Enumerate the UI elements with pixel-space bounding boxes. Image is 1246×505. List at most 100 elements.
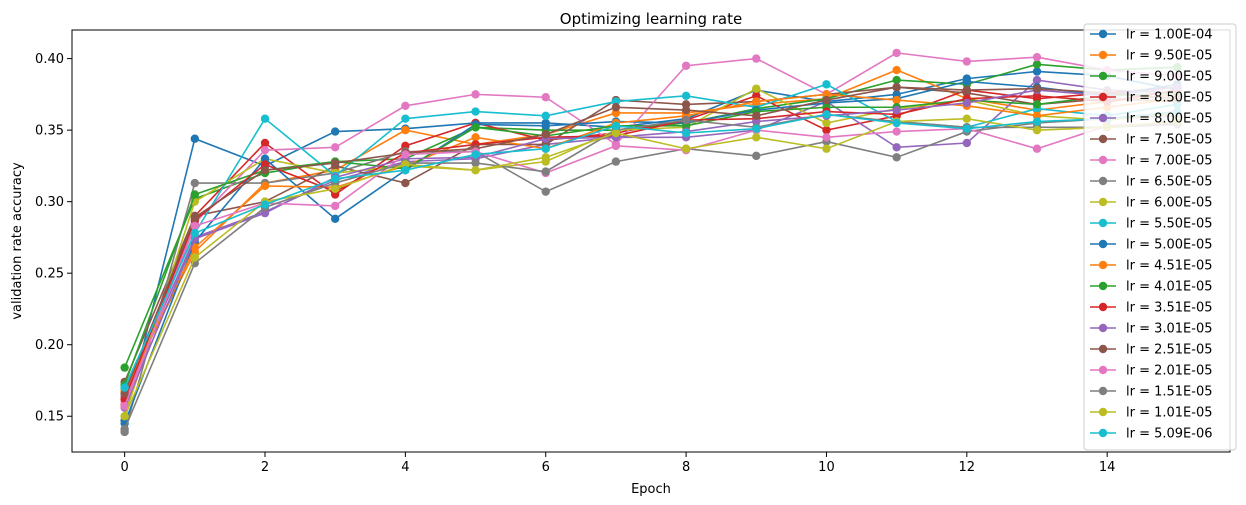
x-tick-label: 6: [542, 460, 550, 475]
series-line: [123, 122, 1178, 407]
legend-item: lr = 6.00E-05: [1090, 196, 1213, 211]
series-line: [123, 86, 1178, 383]
legend-marker: [1098, 260, 1108, 270]
series-20: [120, 107, 1182, 392]
chart-title: Optimizing learning rate: [560, 10, 742, 28]
legend-label: lr = 1.01E-05: [1126, 406, 1213, 421]
data-point: [892, 127, 901, 136]
data-point: [401, 150, 410, 159]
legend-label: lr = 4.51E-05: [1126, 259, 1213, 274]
data-point: [752, 84, 761, 93]
legend-label: lr = 5.00E-05: [1126, 238, 1213, 253]
legend-marker: [1098, 323, 1108, 333]
data-point: [190, 221, 200, 231]
data-point: [541, 167, 550, 176]
data-point: [401, 114, 410, 123]
legend-item: lr = 9.50E-05: [1090, 49, 1213, 64]
series-line: [123, 80, 1178, 424]
legend-label: lr = 1.51E-05: [1126, 385, 1213, 400]
data-point: [330, 214, 340, 224]
legend-label: lr = 7.00E-05: [1126, 154, 1213, 169]
legend-item: lr = 5.00E-05: [1090, 238, 1213, 253]
data-point: [752, 97, 761, 106]
data-point: [611, 141, 621, 151]
x-tick-label: 12: [959, 460, 976, 475]
data-point: [681, 128, 691, 138]
data-point: [892, 75, 901, 85]
data-point: [962, 57, 972, 66]
legend-marker: [1098, 365, 1108, 375]
legend-marker: [1098, 239, 1108, 249]
data-point: [471, 90, 480, 99]
data-point: [822, 125, 831, 135]
data-point: [401, 101, 410, 111]
y-tick-label: 0.40: [35, 52, 64, 67]
data-point: [1032, 84, 1042, 93]
series-line: [123, 117, 1178, 417]
data-point: [260, 200, 270, 209]
y-tick-label: 0.30: [35, 195, 64, 210]
data-point: [1032, 125, 1042, 135]
legend-item: lr = 3.01E-05: [1090, 322, 1213, 337]
series-line: [123, 69, 1178, 391]
data-point: [892, 95, 901, 105]
data-point: [541, 153, 550, 162]
data-point: [471, 165, 480, 175]
x-tick-label: 8: [682, 460, 690, 475]
legend-item: lr = 7.50E-05: [1090, 133, 1213, 148]
y-tick-label: 0.25: [35, 267, 64, 282]
data-point: [822, 144, 831, 153]
legend-label: lr = 8.00E-05: [1126, 112, 1213, 127]
legend-marker: [1098, 386, 1108, 396]
data-point: [1032, 100, 1042, 109]
legend-item: lr = 1.01E-05: [1090, 406, 1213, 421]
legend-label: lr = 6.00E-05: [1126, 196, 1213, 211]
legend-label: lr = 5.50E-05: [1126, 217, 1213, 232]
data-point: [681, 91, 691, 101]
legend-marker: [1098, 302, 1108, 312]
legend-marker: [1098, 197, 1108, 207]
data-point: [822, 80, 831, 89]
data-point: [541, 187, 550, 196]
data-point: [822, 118, 831, 128]
series-line: [123, 83, 1178, 388]
data-point: [120, 363, 129, 372]
legend-label: lr = 8.50E-05: [1126, 91, 1213, 106]
series-line: [123, 110, 1178, 388]
legend-item: lr = 1.00E-04: [1090, 28, 1213, 43]
series-2: [120, 65, 1182, 395]
data-point: [1032, 52, 1042, 62]
legend-box: [1083, 23, 1237, 451]
data-point: [1032, 75, 1042, 85]
series-8: [120, 111, 1182, 437]
data-point: [120, 383, 129, 392]
data-point: [611, 128, 621, 138]
data-point: [471, 123, 480, 132]
data-point: [190, 213, 200, 222]
data-point: [330, 143, 340, 152]
legend-label: lr = 2.51E-05: [1126, 343, 1213, 358]
legend-marker: [1098, 134, 1108, 144]
data-point: [541, 121, 550, 131]
series-12: [120, 90, 1182, 398]
legend-label: lr = 4.01E-05: [1126, 280, 1213, 295]
legend: lr = 1.00E-04 lr = 9.50E-05 lr = 9.00E-05 l…: [1083, 23, 1237, 451]
legend-marker: [1098, 344, 1108, 354]
x-axis: 0 2 4 6 8 10 12 14: [120, 452, 1115, 475]
legend-label: lr = 5.09E-06: [1126, 427, 1213, 442]
series-line: [123, 89, 1178, 400]
data-point: [752, 133, 761, 142]
data-point: [752, 111, 761, 121]
legend-item: lr = 2.51E-05: [1090, 343, 1213, 358]
data-point: [1032, 117, 1042, 126]
legend-item: lr = 4.01E-05: [1090, 280, 1213, 295]
series-15: [120, 83, 1182, 412]
series-line: [123, 63, 1178, 368]
data-point: [962, 98, 972, 108]
legend-item: lr = 8.00E-05: [1090, 112, 1213, 127]
data-point: [541, 144, 550, 153]
y-tick-label: 0.20: [35, 338, 64, 353]
legend-item: lr = 9.00E-05: [1090, 70, 1213, 85]
legend-item: lr = 4.51E-05: [1090, 259, 1213, 274]
data-point: [190, 253, 200, 262]
